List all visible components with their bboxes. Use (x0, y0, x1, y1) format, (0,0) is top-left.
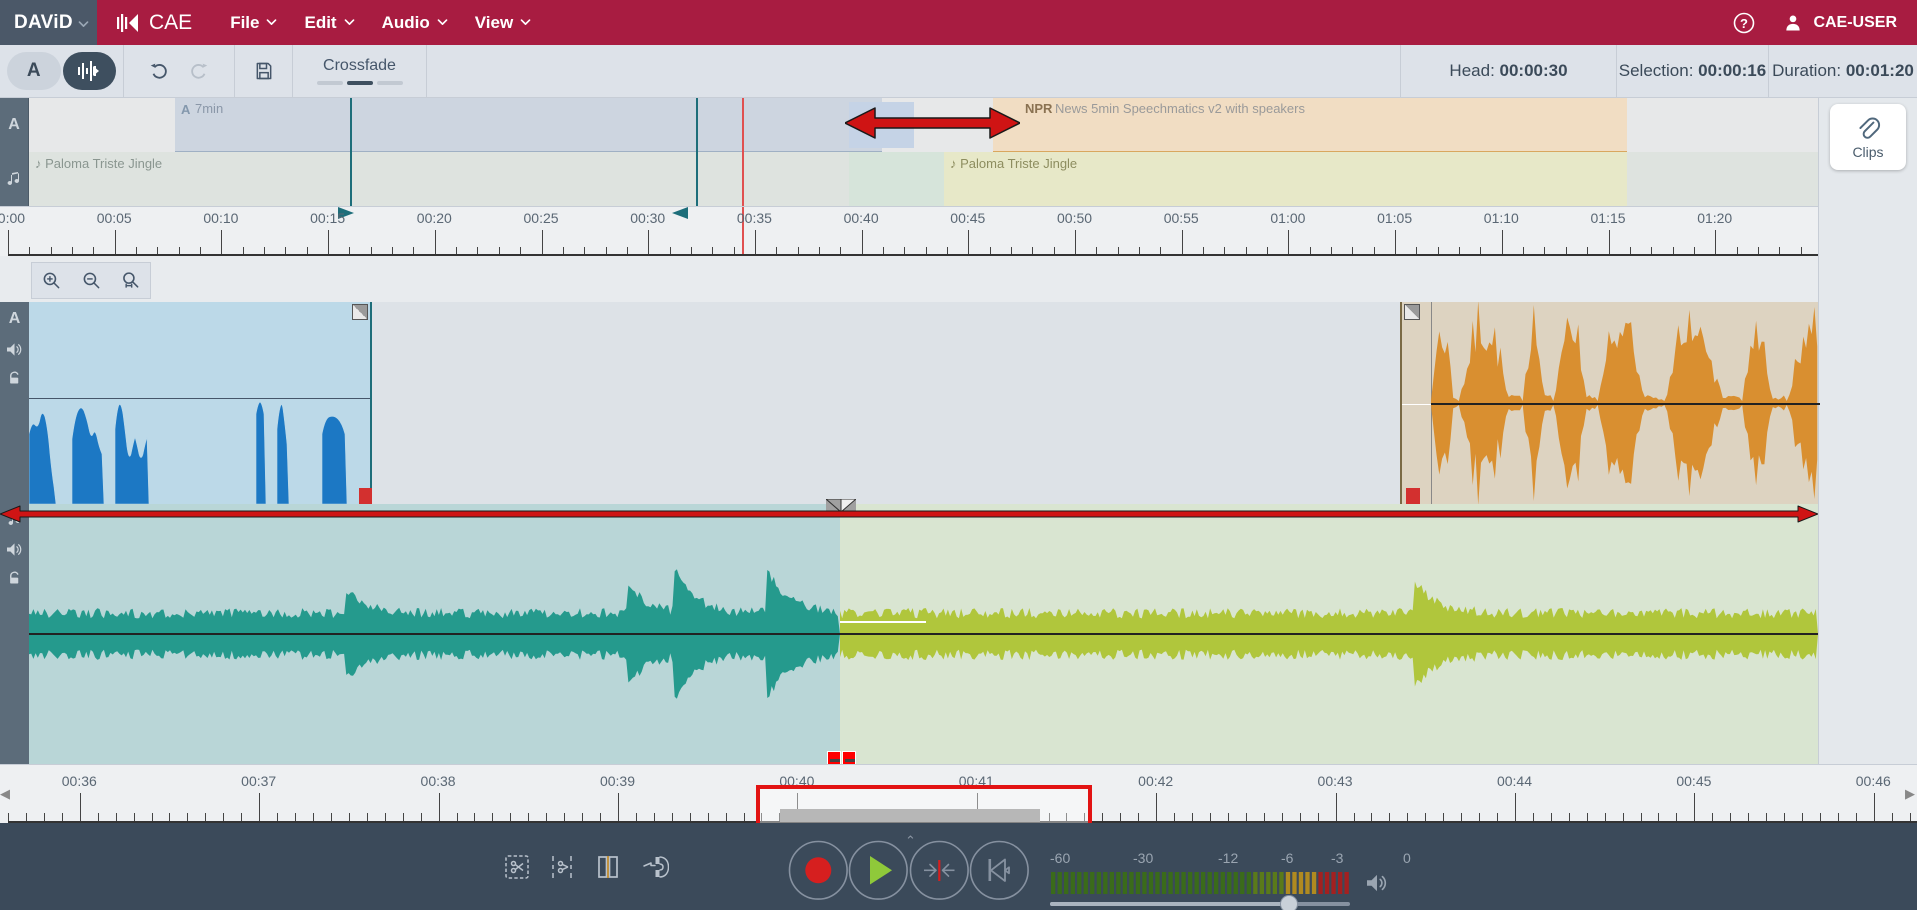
svg-text:?: ? (1740, 16, 1748, 31)
